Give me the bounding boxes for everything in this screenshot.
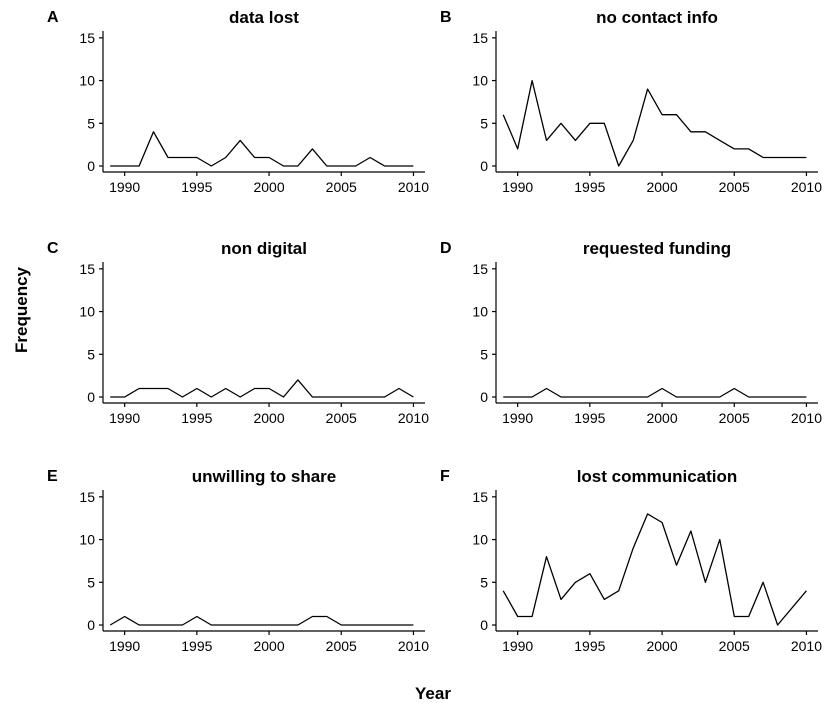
series-line	[502, 79, 807, 167]
x-tick-label: 1990	[109, 638, 140, 654]
y-tick-label: 10	[79, 304, 95, 320]
panel-title: non digital	[221, 239, 307, 258]
y-tick-label: 5	[87, 115, 95, 131]
panel-title: data lost	[229, 8, 299, 27]
y-axis-title: Frequency	[12, 266, 31, 353]
x-axis-title: Year	[415, 684, 451, 703]
panel-title: unwilling to share	[192, 467, 337, 486]
y-tick-label: 0	[480, 617, 488, 633]
x-tick-label: 2005	[719, 638, 750, 654]
y-tick-label: 0	[87, 389, 95, 405]
x-tick-label: 2005	[719, 179, 750, 195]
y-tick-label: 5	[480, 115, 488, 131]
x-tick-label: 2000	[253, 179, 284, 195]
x-tick-label: 2000	[253, 638, 284, 654]
y-tick-label: 5	[87, 346, 95, 362]
x-tick-label: 2010	[791, 638, 822, 654]
x-tick-label: 2010	[791, 410, 822, 426]
x-tick-label: 2000	[646, 638, 677, 654]
x-tick-label: 2010	[398, 638, 429, 654]
x-tick-label: 1995	[574, 179, 605, 195]
x-tick-label: 2010	[398, 179, 429, 195]
panel-title: requested funding	[583, 239, 731, 258]
panel-letter: C	[47, 240, 59, 257]
panel-letter: F	[440, 468, 450, 485]
y-tick-label: 15	[472, 489, 488, 505]
x-tick-label: 2010	[791, 179, 822, 195]
y-tick-label: 0	[480, 158, 488, 174]
series-line	[109, 615, 414, 626]
y-tick-label: 10	[472, 73, 488, 89]
y-tick-label: 15	[472, 261, 488, 277]
x-tick-label: 1995	[181, 179, 212, 195]
y-tick-label: 10	[79, 532, 95, 548]
panel-title: no contact info	[596, 8, 718, 27]
x-tick-label: 2005	[326, 410, 357, 426]
panel-title: lost communication	[577, 467, 738, 486]
x-tick-label: 2000	[646, 179, 677, 195]
panel-letter: E	[47, 468, 58, 485]
series-line	[503, 387, 807, 398]
x-tick-label: 1995	[181, 638, 212, 654]
x-tick-label: 1995	[574, 410, 605, 426]
y-tick-label: 5	[480, 574, 488, 590]
panel-letter: D	[440, 240, 452, 257]
x-tick-label: 1990	[109, 179, 140, 195]
panel-letter: B	[440, 9, 452, 26]
series-line	[110, 131, 414, 167]
y-tick-label: 15	[79, 489, 95, 505]
x-tick-label: 1990	[502, 410, 533, 426]
y-tick-label: 15	[79, 261, 95, 277]
x-tick-label: 2005	[326, 638, 357, 654]
y-tick-label: 15	[79, 30, 95, 46]
panel-letter: A	[47, 9, 59, 26]
y-tick-label: 5	[87, 574, 95, 590]
series-line	[502, 513, 807, 626]
x-tick-label: 2005	[719, 410, 750, 426]
x-tick-label: 2000	[646, 410, 677, 426]
y-tick-label: 0	[480, 389, 488, 405]
x-tick-label: 1990	[109, 410, 140, 426]
x-tick-label: 2000	[253, 410, 284, 426]
series-line	[110, 379, 414, 398]
x-tick-label: 1990	[502, 638, 533, 654]
y-tick-label: 10	[472, 304, 488, 320]
x-tick-label: 1990	[502, 179, 533, 195]
x-tick-label: 2005	[326, 179, 357, 195]
y-tick-label: 10	[472, 532, 488, 548]
y-tick-label: 15	[472, 30, 488, 46]
x-tick-label: 1995	[181, 410, 212, 426]
y-tick-label: 5	[480, 346, 488, 362]
y-tick-label: 0	[87, 617, 95, 633]
x-tick-label: 2010	[398, 410, 429, 426]
y-tick-label: 10	[79, 73, 95, 89]
x-tick-label: 1995	[574, 638, 605, 654]
y-tick-label: 0	[87, 158, 95, 174]
